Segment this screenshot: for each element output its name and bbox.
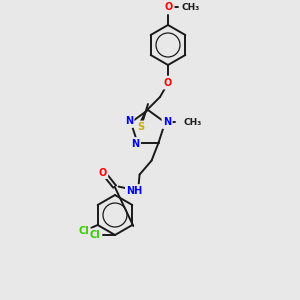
Text: N: N	[163, 117, 171, 128]
Text: O: O	[165, 2, 173, 12]
Text: O: O	[164, 78, 172, 88]
Text: N: N	[131, 139, 140, 148]
Text: O: O	[98, 168, 107, 178]
Text: CH₃: CH₃	[182, 2, 200, 11]
Text: S: S	[137, 122, 145, 132]
Text: CH₃: CH₃	[183, 118, 201, 127]
Text: NH: NH	[127, 186, 143, 196]
Text: Cl: Cl	[78, 226, 89, 236]
Text: Cl: Cl	[90, 230, 101, 240]
Text: N: N	[125, 116, 133, 126]
